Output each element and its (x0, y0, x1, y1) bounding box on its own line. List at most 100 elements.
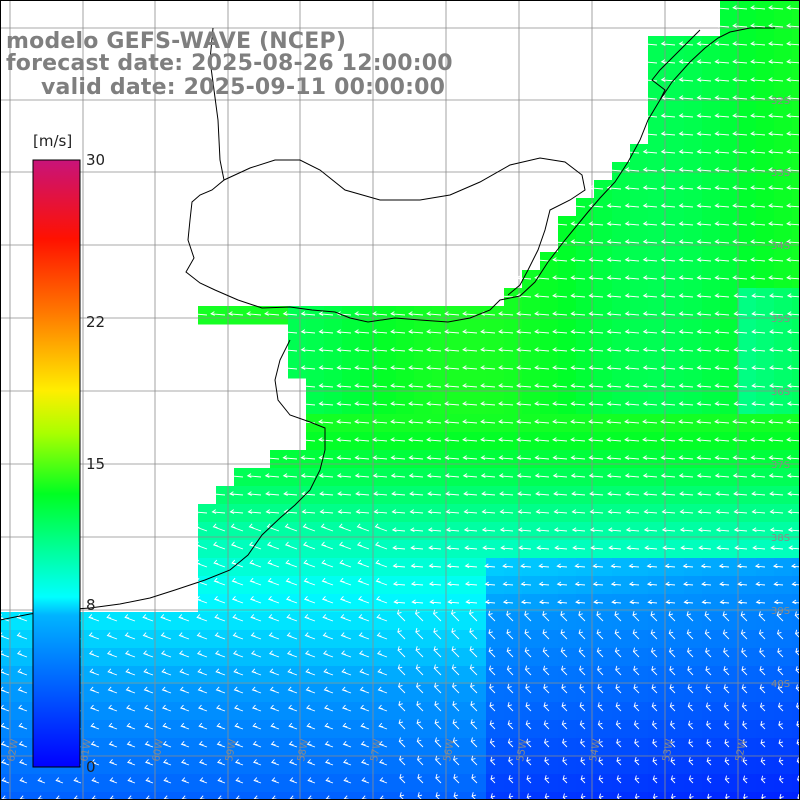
wind-arrow (629, 599, 640, 605)
wind-speed-cell (702, 576, 721, 595)
wind-speed-cell (558, 468, 577, 487)
wind-arrow (287, 704, 298, 712)
wind-arrow (392, 545, 406, 550)
wind-speed-cell (648, 666, 667, 685)
wind-arrow (508, 756, 514, 766)
wind-arrow (144, 722, 154, 730)
wind-arrow (498, 293, 514, 298)
wind-arrow (355, 509, 370, 514)
wind-speed-cell (702, 702, 721, 721)
wind-speed-cell (648, 108, 667, 127)
wind-speed-cell (738, 144, 757, 163)
wind-speed-cell (144, 774, 163, 793)
wind-speed-cell (720, 72, 739, 91)
wind-speed-cell (468, 594, 487, 613)
wind-arrow (269, 668, 280, 676)
wind-arrow (180, 740, 190, 748)
wind-speed-cell (612, 432, 631, 451)
wind-speed-cell (432, 504, 451, 523)
wind-speed-cell (702, 126, 721, 145)
wind-arrow (724, 738, 730, 748)
wind-arrow (660, 311, 676, 316)
wind-arrow (615, 665, 622, 676)
wind-arrow (415, 682, 424, 694)
wind-speed-cell (216, 720, 235, 739)
wind-speed-cell (234, 738, 253, 757)
wind-arrow (733, 311, 748, 316)
wind-arrow (289, 777, 298, 784)
wind-arrow (561, 720, 568, 730)
wind-arrow (554, 545, 568, 550)
wind-speed-cell (774, 162, 793, 181)
wind-arrow (714, 419, 730, 424)
wind-speed-cell (360, 630, 379, 649)
wind-arrow (444, 329, 460, 334)
wind-speed-cell (702, 180, 721, 199)
wind-speed-cell (486, 558, 505, 577)
wind-speed-cell (738, 180, 757, 199)
wind-arrow (751, 383, 766, 388)
wind-arrow (678, 149, 694, 154)
wind-arrow (408, 347, 424, 352)
wind-speed-cell (702, 342, 721, 361)
wind-speed-cell (522, 288, 541, 307)
wind-speed-cell (504, 324, 523, 343)
wind-arrow (288, 722, 298, 730)
wind-arrow (768, 113, 784, 118)
wind-speed-cell (288, 720, 307, 739)
wind-speed-cell (576, 342, 595, 361)
wind-arrow (705, 684, 712, 694)
wind-speed-cell (630, 360, 649, 379)
wind-arrow (471, 792, 477, 800)
wind-speed-cell (756, 288, 775, 307)
wind-arrow (318, 455, 334, 460)
wind-arrow (374, 541, 388, 550)
wind-speed-cell (612, 792, 631, 800)
wind-arrow (754, 563, 766, 569)
wind-arrow (588, 473, 604, 478)
wind-speed-cell (288, 738, 307, 757)
wind-speed-cell (0, 792, 19, 800)
wind-speed-cell (378, 720, 397, 739)
wind-speed-cell (666, 108, 685, 127)
wind-arrow (234, 722, 244, 730)
wind-speed-cell (396, 756, 415, 775)
wind-speed-cell (90, 720, 109, 739)
wind-arrow (392, 581, 406, 587)
wind-arrow (787, 491, 800, 496)
wind-arrow (589, 491, 604, 496)
wind-arrow (264, 455, 280, 460)
wind-speed-cell (792, 666, 800, 685)
wind-speed-cell (522, 648, 541, 667)
wind-speed-cell (756, 756, 775, 775)
wind-speed-cell (468, 576, 487, 595)
wind-speed-cell (414, 486, 433, 505)
wind-speed-cell (450, 342, 469, 361)
wind-arrow (786, 41, 800, 46)
wind-arrow (786, 347, 800, 352)
wind-speed-cell (630, 162, 649, 181)
wind-speed-cell (324, 522, 343, 541)
wind-arrow (696, 131, 712, 136)
wind-arrow (769, 527, 784, 532)
wind-arrow (234, 740, 244, 748)
wind-arrow (696, 239, 712, 244)
wind-speed-cell (540, 504, 559, 523)
wind-arrow (336, 383, 352, 388)
wind-speed-cell (270, 774, 289, 793)
wind-speed-cell (666, 72, 685, 91)
wind-arrow (287, 668, 298, 676)
wind-speed-cell (648, 522, 667, 541)
wind-arrow (678, 113, 694, 118)
wind-speed-cell (108, 720, 127, 739)
wind-arrow (178, 650, 190, 658)
longitude-label: 55W (515, 738, 530, 762)
wind-arrow (534, 419, 550, 424)
wind-arrow (660, 203, 676, 208)
wind-speed-cell (594, 702, 613, 721)
wind-arrow (544, 756, 550, 766)
wind-speed-cell (576, 576, 595, 595)
wind-speed-cell (342, 648, 361, 667)
wind-arrow (524, 610, 532, 622)
wind-arrow (706, 775, 712, 784)
